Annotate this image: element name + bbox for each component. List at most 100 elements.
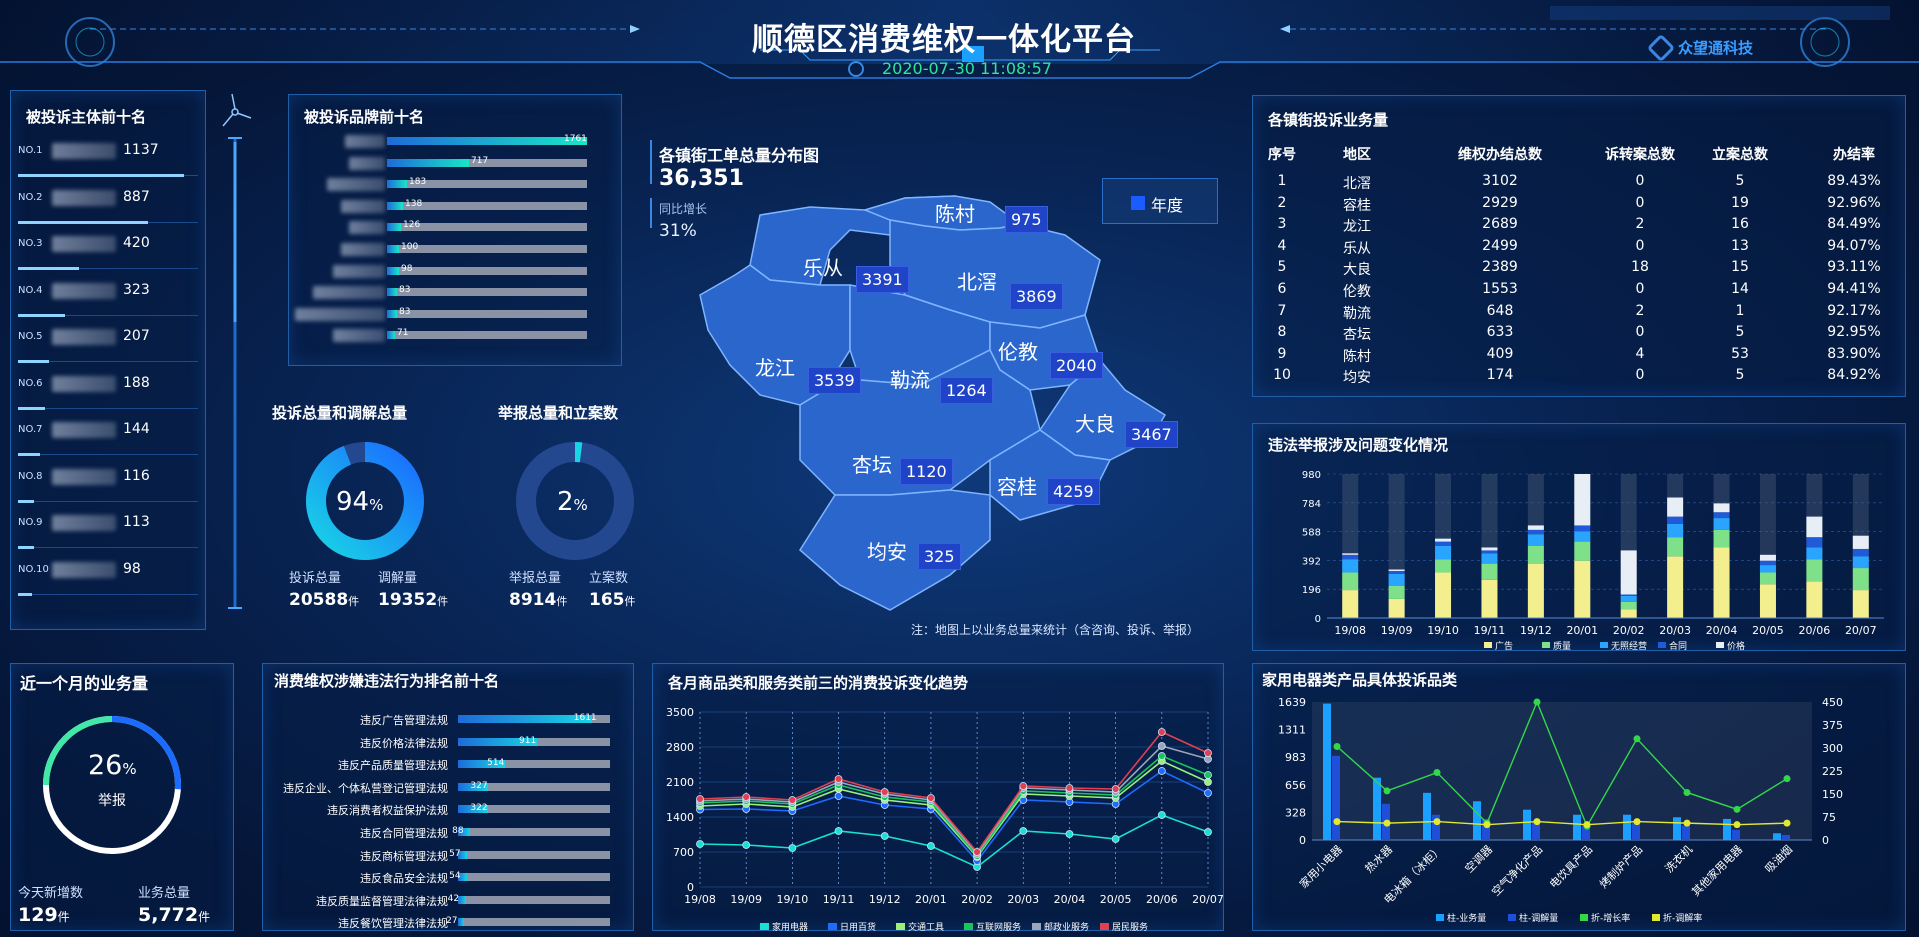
donut1-title: 投诉总量和调解总量: [272, 404, 408, 422]
bar: [1723, 818, 1731, 840]
monthly-value-new: 129件: [18, 904, 70, 926]
stacked-bar-segment: [1574, 541, 1591, 561]
donut2-pct-num: 2: [557, 487, 574, 517]
series-line: [699, 755, 1209, 858]
table-cell: 8: [1277, 324, 1287, 341]
series-point: [1683, 788, 1691, 796]
page-title: 顺德区消费维权一体化平台: [752, 22, 1136, 58]
map-region-value: 1120: [900, 458, 953, 485]
bar: [1623, 814, 1631, 840]
subject-name-blurred: [52, 468, 116, 489]
bar: [1432, 814, 1440, 840]
legend-label: 日用百货: [840, 921, 876, 933]
table-cell: 大良: [1343, 262, 1371, 279]
bar: [1782, 834, 1790, 840]
series-point: [973, 848, 981, 856]
donut1-value-a-num: 20588: [289, 590, 349, 610]
legend-swatch: [1652, 914, 1660, 921]
brand-name-blurred: [295, 306, 385, 325]
series-point: [788, 844, 797, 852]
series-point: [1533, 698, 1541, 706]
appliance-chart-panel: [1252, 663, 1906, 931]
y-tick-label-right: 0: [1822, 834, 1829, 847]
series-line: [699, 745, 1209, 856]
series-point: [1333, 818, 1341, 826]
x-tick-label: 吸油烟: [1762, 842, 1795, 875]
x-tick-label: 20/06: [1799, 624, 1831, 637]
map-total: 36,351: [659, 166, 744, 191]
table-cell: 2499: [1482, 237, 1518, 254]
x-tick-label: 20/02: [1613, 624, 1645, 637]
monthly-ring: [43, 716, 181, 854]
series-point: [1065, 784, 1074, 792]
legend-swatch: [1032, 923, 1041, 930]
y-tick-label: 784: [1302, 499, 1321, 510]
violation-bar: [458, 873, 468, 882]
stacked-bar-segment: [1388, 573, 1405, 586]
violation-bar: [458, 715, 592, 723]
x-tick-label: 19/09: [1381, 624, 1413, 637]
x-tick-label: 19/11: [1474, 624, 1506, 637]
legend-swatch: [964, 923, 973, 930]
table-cell: 均安: [1343, 370, 1371, 387]
legend-year-button[interactable]: 年度: [1102, 178, 1218, 224]
table-cell: 2: [1277, 194, 1287, 211]
stacked-bar-segment: [1667, 523, 1684, 538]
y-tick-label: 0: [1315, 614, 1321, 625]
table-cell: 16: [1731, 216, 1749, 233]
subject-rank: NO.8: [18, 470, 43, 482]
series-point: [1483, 821, 1491, 829]
stacked-bar-segment: [1388, 569, 1405, 571]
stacked-bar-segment: [1759, 560, 1776, 566]
violation-bar: [458, 918, 465, 927]
brand-name-blurred: [349, 219, 385, 238]
scroll-slider[interactable]: [210, 90, 260, 615]
violation-track: [458, 918, 610, 927]
bar: [1323, 703, 1331, 840]
brand-value: 98: [401, 263, 413, 274]
stacked-bar-segment: [1388, 570, 1405, 574]
donut1-label-b: 调解量: [378, 571, 418, 586]
bar: [1473, 801, 1481, 840]
subject-rank: NO.6: [18, 377, 43, 389]
stacked-bar-segment: [1574, 560, 1591, 618]
y-tick-label: 2100: [666, 776, 694, 789]
unit-label: 件: [198, 910, 211, 924]
bar: [1532, 821, 1540, 840]
brand-track: [387, 331, 587, 340]
donut2-value-b-num: 165: [589, 590, 625, 610]
series-line: [699, 814, 1209, 868]
monthly-sub: 举报: [98, 793, 126, 809]
table-cell: 2929: [1482, 194, 1518, 211]
table-cell: 2: [1635, 302, 1645, 319]
map-region-value: 975: [1005, 206, 1048, 233]
stacked-bar-segment: [1435, 538, 1452, 542]
table-cell: 0: [1635, 194, 1645, 211]
stacked-bar-segment: [1527, 546, 1544, 564]
brand-track: [387, 309, 587, 318]
stacked-bar-segment: [1713, 547, 1730, 618]
legend-label: 合同: [1669, 640, 1687, 652]
bar: [1482, 818, 1490, 840]
subject-name-blurred: [52, 189, 116, 210]
y-tick-label-left: 0: [1299, 834, 1306, 847]
brand-value: 83: [399, 306, 411, 317]
series-point: [1683, 819, 1691, 827]
map-region-name: 龙江: [755, 356, 795, 380]
subject-value: 144: [123, 421, 150, 437]
violation-bar: [458, 737, 538, 746]
x-tick-label: 19/10: [1427, 624, 1459, 637]
table-cell: 14: [1731, 281, 1749, 297]
subject-bar: [18, 220, 148, 224]
table-cell: 94.07%: [1827, 237, 1881, 254]
table-cell: 北滘: [1343, 176, 1371, 192]
map-region-name: 乐从: [803, 256, 843, 280]
table-cell: 7: [1277, 302, 1287, 319]
violation-value: 911: [519, 735, 537, 746]
stacked-bar-segment: [1852, 548, 1869, 557]
trend-chart-title: 各月商品类和服务类前三的消费投诉变化趋势: [668, 674, 969, 692]
legend-swatch: [1580, 914, 1588, 921]
donut2-value-a-num: 8914: [509, 590, 557, 610]
table-cell: 容桂: [1343, 197, 1371, 214]
subject-value: 420: [123, 235, 150, 251]
